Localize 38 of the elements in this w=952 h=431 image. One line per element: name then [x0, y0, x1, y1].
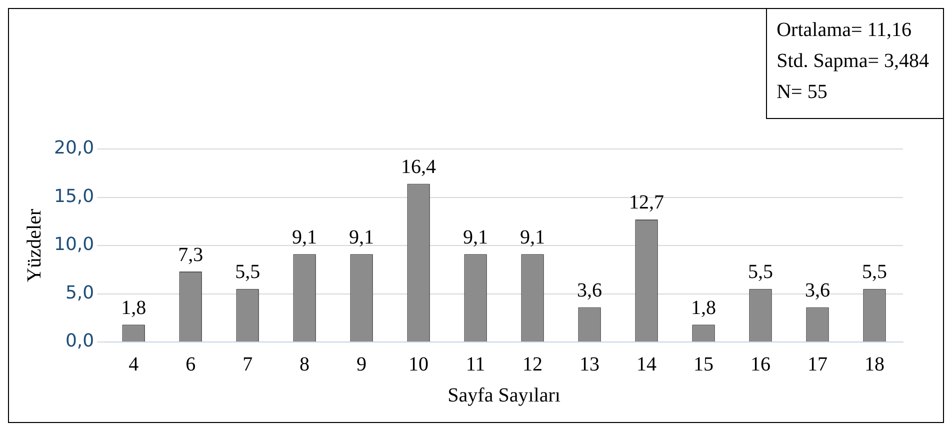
data-label: 5,5: [235, 261, 260, 284]
x-tick-label: 14: [636, 353, 657, 376]
y-tick-label: 15,0: [54, 186, 94, 207]
data-label: 1,8: [691, 296, 716, 319]
data-label: 7,3: [178, 244, 204, 266]
x-tick-label: 12: [522, 353, 543, 376]
y-axis-title: Yüzdeler: [23, 208, 46, 282]
x-tick-label: 13: [580, 353, 600, 376]
data-label: 5,5: [748, 261, 774, 284]
y-tick-label: 20,0: [54, 138, 94, 159]
x-tick-label: 7: [242, 353, 253, 376]
x-tick-label: 4: [128, 353, 139, 376]
text: Ortalama= 11,16: [776, 18, 913, 43]
data-label: 9,1: [349, 226, 374, 248]
data-label: 16,4: [401, 156, 436, 178]
x-tick-label: 6: [186, 353, 196, 376]
x-tick-label: 9: [356, 353, 367, 376]
x-tick-label: 8: [300, 353, 310, 376]
data-label: 3,6: [577, 280, 602, 302]
text: N= 55: [776, 80, 828, 105]
data-label: 9,1: [463, 226, 488, 248]
y-tick-label: 5,0: [65, 282, 94, 304]
data-label: 12,7: [629, 192, 664, 214]
data-label: 5,5: [862, 261, 888, 284]
data-label: 1,8: [121, 296, 146, 319]
data-label: 9,1: [520, 226, 546, 248]
x-tick-label: 10: [408, 353, 429, 376]
x-tick-label: 16: [750, 353, 771, 376]
data-label: 9,1: [292, 226, 318, 248]
x-tick-label: 15: [694, 353, 714, 376]
x-tick-label: 17: [808, 353, 828, 376]
y-tick-label: 10,0: [54, 234, 94, 256]
x-tick-label: 11: [466, 353, 486, 376]
text: Std. Sapma= 3,484: [776, 49, 929, 74]
x-axis-title: Sayfa Sayıları: [448, 384, 561, 406]
data-label: 3,6: [805, 280, 830, 302]
x-tick-label: 18: [864, 353, 885, 376]
y-tick-label: 0,0: [65, 330, 94, 352]
